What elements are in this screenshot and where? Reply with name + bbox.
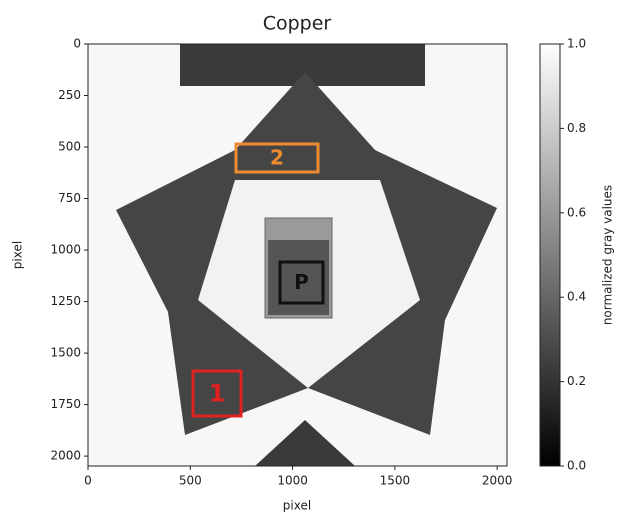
colorbar-tick-label: 0.2	[567, 374, 586, 388]
x-tick-label: 1500	[380, 474, 411, 488]
y-tick-label: 750	[58, 191, 81, 205]
colorbar	[540, 44, 560, 466]
annotation-label: P	[294, 270, 309, 294]
annotation-label: 1	[209, 380, 226, 408]
x-tick-label: 2000	[482, 474, 513, 488]
colorbar-label: normalized gray values	[601, 185, 615, 325]
x-tick-label: 1000	[277, 474, 308, 488]
annotation-label: 2	[270, 146, 284, 170]
chart-title: Copper	[263, 13, 332, 35]
y-tick-label: 1750	[50, 397, 81, 411]
colorbar-tick-label: 0.0	[567, 459, 586, 473]
y-tick-label: 1250	[50, 294, 81, 308]
y-tick-label: 250	[58, 88, 81, 102]
colorbar-tick-label: 0.6	[567, 205, 586, 219]
colorbar-tick-label: 1.0	[567, 37, 586, 51]
image	[88, 44, 507, 466]
x-tick-label: 0	[84, 474, 92, 488]
y-tick-label: 1500	[50, 346, 81, 360]
chart: Copper pixel pixel normalized gray value…	[0, 0, 618, 516]
y-tick-label: 500	[58, 140, 81, 154]
y-tick-label: 1000	[50, 243, 81, 257]
colorbar-tick-label: 0.8	[567, 121, 586, 135]
y-tick-label: 2000	[50, 449, 81, 463]
colorbar-tick-label: 0.4	[567, 290, 586, 304]
x-axis-label: pixel	[283, 499, 311, 513]
y-axis-label: pixel	[11, 241, 25, 269]
x-tick-label: 500	[179, 474, 202, 488]
y-tick-label: 0	[73, 37, 81, 51]
